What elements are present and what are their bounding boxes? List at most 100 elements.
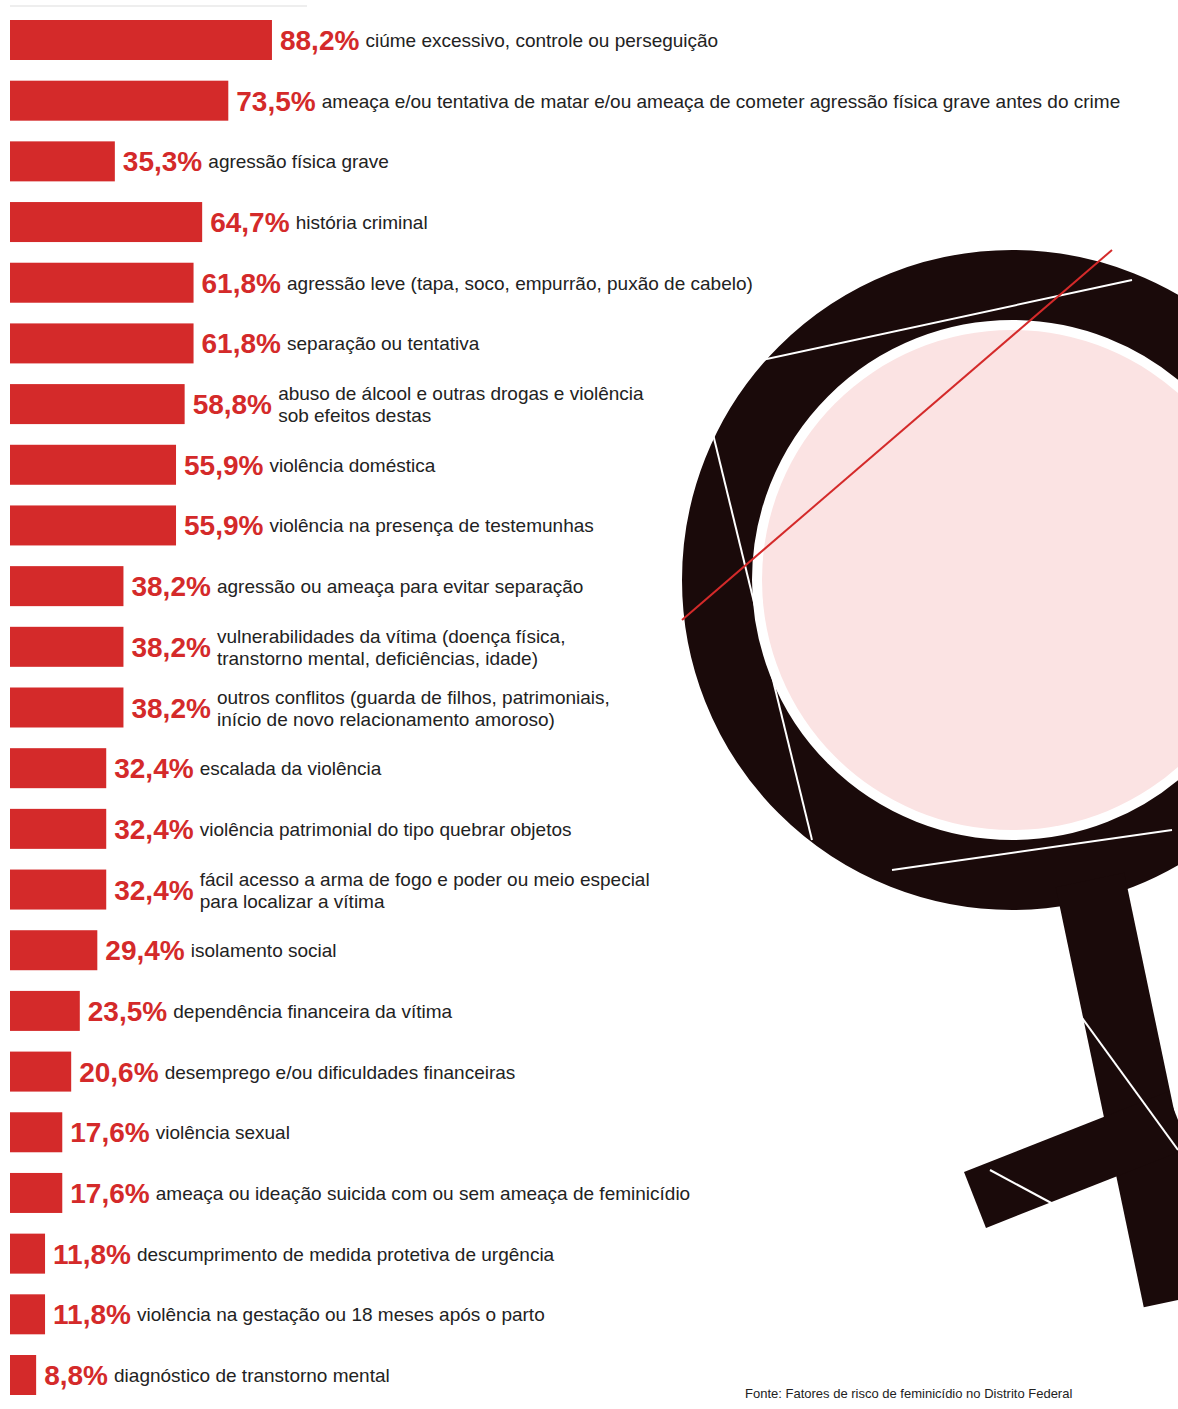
bar <box>10 870 106 910</box>
bar <box>10 1294 45 1334</box>
bar <box>10 384 185 424</box>
data-label: 32,4% <box>114 753 193 784</box>
bar <box>10 809 106 849</box>
data-label: 23,5% <box>88 996 167 1027</box>
bar <box>10 81 228 121</box>
bar <box>10 627 123 667</box>
data-label: 8,8% <box>44 1360 108 1391</box>
data-label: 29,4% <box>105 935 184 966</box>
bar <box>10 141 115 181</box>
category-label: descumprimento de medida protetiva de ur… <box>137 1244 555 1265</box>
category-label-line: agressão física grave <box>208 151 389 172</box>
data-label: 61,8% <box>202 268 281 299</box>
decoration-ring <box>717 285 1178 875</box>
category-label-line: ameaça ou ideação suicida com ou sem ame… <box>156 1183 690 1204</box>
data-label: 73,5% <box>236 86 315 117</box>
category-label: violência na gestação ou 18 meses após o… <box>137 1304 545 1325</box>
category-label-line: agressão leve (tapa, soco, empurrão, pux… <box>287 273 753 294</box>
category-label-line: outros conflitos (guarda de filhos, patr… <box>217 687 610 708</box>
decoration-cross <box>975 1120 1178 1200</box>
data-label: 55,9% <box>184 510 263 541</box>
category-label: violência sexual <box>156 1122 290 1143</box>
category-label-line: dependência financeira da vítima <box>173 1001 452 1022</box>
category-label-line: início de novo relacionamento amoroso) <box>217 709 555 730</box>
decoration-crack <box>762 280 1132 360</box>
bar <box>10 566 123 606</box>
category-label: agressão ou ameaça para evitar separação <box>217 576 584 597</box>
data-label: 64,7% <box>210 207 289 238</box>
bar <box>10 748 106 788</box>
category-label: isolamento social <box>191 940 337 961</box>
bar <box>10 20 272 60</box>
category-label-line: violência na gestação ou 18 meses após o… <box>137 1304 545 1325</box>
category-label-line: descumprimento de medida protetiva de ur… <box>137 1244 555 1265</box>
decoration-crack <box>1040 960 1178 1150</box>
data-label: 55,9% <box>184 450 263 481</box>
bar <box>10 1173 62 1213</box>
data-label: 61,8% <box>202 328 281 359</box>
bar <box>10 1112 62 1152</box>
category-label-line: ciúme excessivo, controle ou perseguição <box>365 30 718 51</box>
data-label: 38,2% <box>131 571 210 602</box>
category-label: agressão física grave <box>208 151 389 172</box>
data-label: 11,8% <box>53 1299 131 1330</box>
decoration-crack <box>990 1170 1120 1240</box>
source: Fonte: Fatores de risco de feminicídio n… <box>745 1386 1072 1401</box>
bar <box>10 1234 45 1274</box>
data-label: 58,8% <box>193 389 272 420</box>
category-label: agressão leve (tapa, soco, empurrão, pux… <box>287 273 753 294</box>
category-label: separação ou tentativa <box>287 333 480 354</box>
decoration-crack <box>682 250 1112 620</box>
category-label-line: separação ou tentativa <box>287 333 480 354</box>
category-label-line: agressão ou ameaça para evitar separação <box>217 576 584 597</box>
bar <box>10 1355 36 1395</box>
data-label: 38,2% <box>131 693 210 724</box>
category-label: ciúme excessivo, controle ou perseguição <box>365 30 718 51</box>
category-label: diagnóstico de transtorno mental <box>114 1365 390 1386</box>
data-label: 35,3% <box>123 146 202 177</box>
category-label: desemprego e/ou dificuldades financeiras <box>165 1062 516 1083</box>
page: {"chart_data": { "type": "bar", "orienta… <box>0 0 1178 1409</box>
category-label-line: fácil acesso a arma de fogo e poder ou m… <box>200 869 650 890</box>
category-label-line: escalada da violência <box>200 758 382 779</box>
bar <box>10 505 176 545</box>
labels: 88,2% ciúme excessivo, controle ou perseg… <box>44 25 1120 1391</box>
category-label-line: abuso de álcool e outras drogas e violên… <box>278 383 644 404</box>
category-label-line: diagnóstico de transtorno mental <box>114 1365 390 1386</box>
category-label: fácil acesso a arma de fogo e poder ou m… <box>200 869 650 912</box>
chart: 88,2% ciúme excessivo, controle ou perseg… <box>0 0 1178 1409</box>
decoration <box>682 250 1178 1300</box>
category-label-line: violência na presença de testemunhas <box>270 515 594 536</box>
bar <box>10 323 194 363</box>
decoration-face <box>762 330 1178 830</box>
data-label: 38,2% <box>131 632 210 663</box>
bar <box>10 1052 71 1092</box>
data-label: 11,8% <box>53 1239 131 1270</box>
category-label-line: história criminal <box>296 212 428 233</box>
category-label-line: isolamento social <box>191 940 337 961</box>
category-label-line: sob efeitos destas <box>278 405 431 426</box>
category-label: outros conflitos (guarda de filhos, patr… <box>217 687 610 730</box>
data-label: 32,4% <box>114 875 193 906</box>
decoration-crack <box>892 830 1172 870</box>
data-label: 32,4% <box>114 814 193 845</box>
category-label: ameaça ou ideação suicida com ou sem ame… <box>156 1183 690 1204</box>
category-label: violência patrimonial do tipo quebrar ob… <box>200 819 572 840</box>
category-label: abuso de álcool e outras drogas e violên… <box>278 383 644 426</box>
category-label-line: vulnerabilidades da vítima (doença físic… <box>217 626 566 647</box>
category-label: escalada da violência <box>200 758 382 779</box>
bar <box>10 991 80 1031</box>
category-label-line: violência doméstica <box>270 455 436 476</box>
bar <box>10 202 202 242</box>
category-label-line: transtorno mental, deficiências, idade) <box>217 648 538 669</box>
data-label: 88,2% <box>280 25 359 56</box>
data-label: 17,6% <box>70 1178 149 1209</box>
bar <box>10 930 97 970</box>
category-label-line: violência patrimonial do tipo quebrar ob… <box>200 819 572 840</box>
category-label-line: ameaça e/ou tentativa de matar e/ou amea… <box>322 91 1120 112</box>
data-label: 17,6% <box>70 1117 149 1148</box>
bar <box>10 263 194 303</box>
category-label-line: para localizar a vítima <box>200 891 385 912</box>
category-label: violência doméstica <box>270 455 436 476</box>
category-label: violência na presença de testemunhas <box>270 515 594 536</box>
